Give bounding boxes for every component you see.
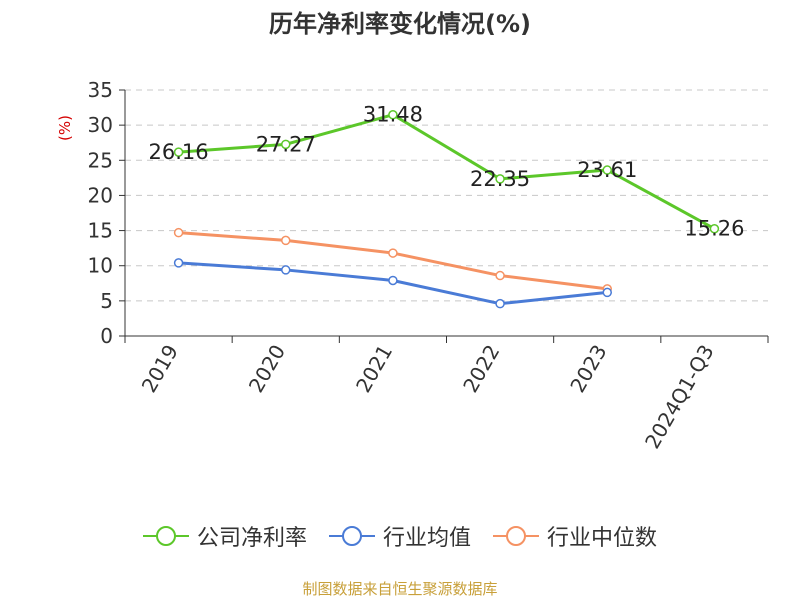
- data-point: [388, 248, 398, 258]
- data-point: [281, 265, 291, 275]
- legend: 公司净利率 行业均值 行业中位数: [0, 520, 800, 552]
- legend-label-industry-median: 行业中位数: [547, 526, 658, 551]
- y-tick-label: 20: [88, 183, 113, 207]
- data-point: [173, 258, 184, 268]
- data-label: 22.35: [470, 167, 530, 191]
- data-point: [495, 298, 505, 309]
- data-label: 26.16: [149, 140, 209, 164]
- series-line: [178, 113, 716, 231]
- legend-label-industry-mean: 行业均值: [382, 526, 471, 551]
- data-point: [495, 270, 505, 281]
- y-tick-label: 35: [88, 78, 113, 102]
- data-point: [602, 165, 612, 175]
- y-tick-label: 5: [100, 289, 113, 313]
- chart-title: 历年净利率变化情况(%): [269, 10, 531, 38]
- data-point: [495, 174, 505, 184]
- legend-swatch-industry-median: [493, 526, 539, 546]
- x-tick-label: 2023: [565, 341, 611, 397]
- legend-item-industry-median[interactable]: 行业中位数: [493, 520, 657, 552]
- data-point: [173, 147, 184, 157]
- x-tick-label: 2020: [244, 341, 290, 397]
- legend-item-industry-mean[interactable]: 行业均值: [328, 520, 471, 552]
- data-point: [173, 227, 184, 238]
- x-tick-label: 2022: [458, 341, 504, 397]
- legend-swatch-company-net-margin: [142, 526, 189, 546]
- data-point: [281, 235, 291, 246]
- data-label: 27.27: [256, 132, 316, 156]
- data-label: 23.61: [577, 158, 637, 182]
- x-tick-label: 2021: [351, 341, 397, 397]
- data-point: [388, 109, 398, 120]
- y-tick-label: 10: [88, 254, 113, 278]
- legend-item-company-net-margin[interactable]: 公司净利率: [142, 520, 307, 552]
- data-point: [281, 139, 291, 150]
- legend-swatch-industry-mean: [328, 526, 375, 546]
- x-tick-label: 2024Q1-Q3: [640, 341, 719, 453]
- data-point: [602, 287, 612, 298]
- source-note: 制图数据来自恒生聚源数据库: [302, 580, 498, 598]
- y-tick-label: 0: [100, 324, 113, 348]
- legend-label-company-net-margin: 公司净利率: [196, 526, 307, 551]
- x-tick-label: 2019: [137, 341, 183, 397]
- y-axis-label: (%): [56, 115, 74, 141]
- data-label: 15.26: [684, 217, 744, 241]
- data-label: 31.48: [363, 103, 423, 127]
- y-tick-label: 25: [88, 148, 113, 172]
- y-tick-label: 15: [88, 219, 113, 243]
- data-point: [709, 223, 720, 234]
- y-tick-label: 30: [88, 113, 113, 137]
- data-point: [388, 275, 398, 286]
